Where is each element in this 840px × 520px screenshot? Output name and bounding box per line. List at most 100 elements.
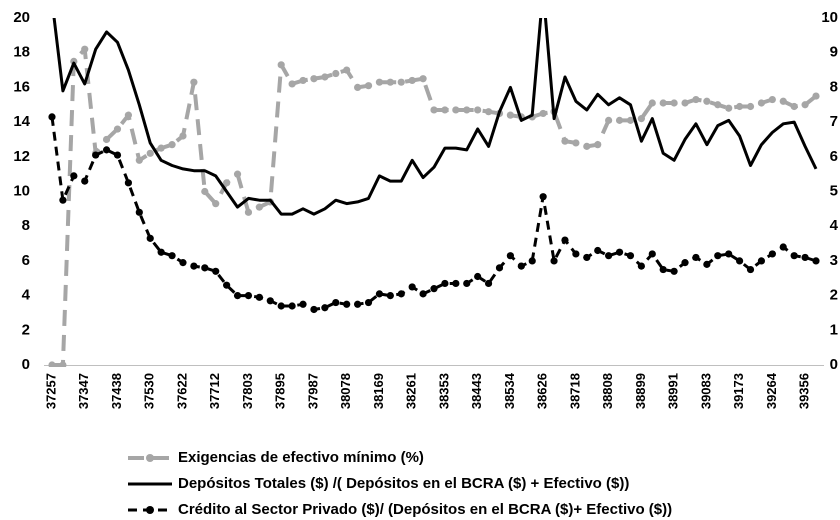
series-marker	[364, 298, 373, 307]
y2-tick-label: 0	[830, 356, 838, 373]
x-tick-label: 38261	[404, 373, 419, 409]
y-tick-label: 18	[13, 44, 30, 61]
series-marker	[157, 144, 165, 152]
series-marker	[375, 78, 384, 86]
series-marker	[746, 265, 755, 274]
series-marker	[179, 132, 187, 140]
series-marker	[332, 69, 340, 78]
series-marker	[299, 300, 307, 308]
series-marker	[703, 260, 711, 268]
x-tick-label: 37803	[240, 373, 255, 409]
series-marker	[190, 78, 198, 86]
legend-marker	[146, 454, 154, 462]
series-marker	[659, 265, 667, 274]
series-marker	[343, 66, 351, 74]
x-tick-label: 38169	[371, 373, 386, 409]
series-marker	[190, 262, 198, 270]
series-marker	[615, 248, 624, 256]
series-marker	[670, 267, 678, 275]
legend-marker	[146, 506, 154, 514]
series-marker	[354, 83, 362, 91]
series-marker	[92, 151, 100, 159]
series-marker	[725, 250, 733, 258]
series-marker	[310, 75, 318, 83]
series-marker	[299, 76, 307, 85]
y2-tick-label: 3	[830, 252, 838, 269]
series-marker	[463, 279, 471, 288]
series-marker	[397, 78, 405, 86]
series-marker	[364, 82, 373, 90]
series-marker	[648, 99, 656, 107]
series-marker	[812, 257, 820, 265]
series-marker	[168, 252, 176, 260]
series-marker	[670, 99, 678, 107]
series-marker	[779, 243, 787, 251]
series-marker	[659, 99, 667, 107]
series-marker	[233, 292, 242, 300]
series-marker	[572, 139, 580, 147]
x-tick-label: 37530	[142, 373, 157, 409]
series-marker	[583, 253, 591, 262]
series-marker	[288, 302, 296, 310]
x-tick-label: 37622	[174, 373, 189, 409]
series-marker	[484, 279, 493, 288]
y-tick-label: 2	[22, 321, 30, 338]
series-marker	[474, 106, 482, 114]
series-marker	[430, 285, 438, 293]
x-tick-label: 37257	[43, 373, 58, 409]
series-marker	[354, 300, 362, 308]
series-marker	[637, 115, 645, 123]
series-marker	[495, 264, 504, 272]
series-marker	[648, 250, 656, 258]
series-marker	[59, 196, 67, 204]
y-tick-label: 0	[22, 356, 30, 373]
x-tick-label: 37438	[109, 373, 124, 409]
series-marker	[408, 283, 416, 291]
series-marker	[539, 109, 547, 118]
series-marker	[801, 253, 809, 262]
series-marker	[594, 246, 602, 255]
series-marker	[506, 111, 514, 119]
series-marker	[212, 267, 220, 275]
x-tick-label: 38626	[535, 373, 550, 409]
series-marker	[801, 101, 809, 109]
y-tick-label: 20	[13, 9, 30, 26]
series-marker	[484, 108, 493, 116]
series-marker	[681, 99, 689, 107]
plot	[48, 18, 820, 367]
series-marker	[550, 257, 558, 265]
series-marker	[583, 142, 591, 150]
series-marker	[408, 76, 416, 85]
series-marker	[779, 97, 787, 105]
series-marker	[277, 61, 285, 69]
y-tick-label: 4	[22, 287, 31, 304]
series-marker	[812, 92, 820, 100]
series-marker	[124, 111, 132, 119]
y-tick-label: 14	[13, 113, 30, 130]
series-marker	[135, 156, 143, 164]
series-marker	[539, 193, 547, 201]
x-tick-label: 39264	[764, 372, 779, 409]
series-marker	[48, 361, 56, 367]
series-marker	[626, 116, 635, 124]
y-tick-label: 6	[22, 252, 30, 269]
series-marker	[725, 104, 733, 112]
y2-tick-label: 7	[830, 113, 838, 130]
series-marker	[310, 305, 318, 314]
series-marker	[157, 248, 165, 256]
y-tick-label: 12	[13, 148, 30, 165]
series-marker	[605, 116, 613, 124]
series-marker	[332, 298, 340, 307]
series-marker	[223, 179, 231, 187]
series-marker	[692, 253, 700, 262]
series-marker	[386, 292, 394, 300]
y2-tick-label: 9	[830, 44, 838, 61]
y-tick-label: 8	[22, 217, 30, 234]
x-tick-label: 39083	[698, 373, 713, 409]
series-marker	[288, 80, 296, 88]
series-marker	[561, 137, 569, 145]
series-marker	[343, 300, 351, 308]
y2-tick-label: 6	[830, 148, 838, 165]
series-marker	[102, 135, 111, 144]
